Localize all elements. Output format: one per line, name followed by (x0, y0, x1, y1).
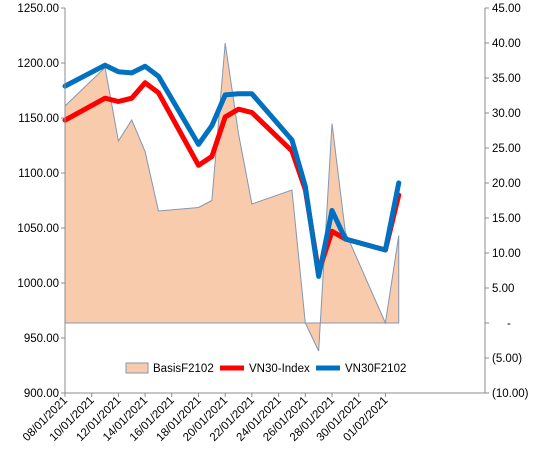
left-tick-label: 900.00 (24, 388, 59, 400)
left-tick-label: 1100.00 (18, 168, 59, 180)
right-tick-label: 30.00 (492, 108, 521, 120)
line-series-layer (62, 62, 402, 279)
axes-layer (64, 8, 486, 394)
right-tick-label: 40.00 (492, 38, 521, 50)
left-tick-label: 1200.00 (17, 58, 59, 70)
legend-label: VN30F2102 (345, 363, 406, 375)
legend: BasisF2102 VN30-Index VN30F2102 (125, 362, 406, 375)
right-tick-label: 45.00 (492, 3, 521, 15)
right-tick-label: 10.00 (492, 248, 521, 260)
right-tick-label: 35.00 (492, 73, 521, 85)
left-tick-label: 950.00 (24, 333, 59, 345)
right-tick-label: 25.00 (492, 143, 521, 155)
right-tick-label: (5.00) (492, 353, 522, 365)
left-tick-label: 1050.00 (17, 223, 59, 235)
series-line-vn30f2102 (62, 62, 402, 279)
right-tick-label: 20.00 (492, 178, 521, 190)
left-tick-label: 1000.00 (17, 278, 59, 290)
series-line-vn30-index (62, 80, 402, 275)
basis-area-layer (64, 42, 400, 352)
series-area-basisf2102 (64, 42, 400, 352)
left-tick-label: 1250.00 (17, 3, 59, 15)
left-tick-label: 1150.00 (18, 113, 59, 125)
right-tick-label: - (507, 318, 511, 330)
legend-label: VN30-Index (249, 363, 310, 375)
legend-swatch-basis (125, 362, 149, 374)
left-axis-tick-labels: 900.00 950.00 1000.00 1050.00 1100.00 1150.00… (17, 3, 65, 400)
right-tick-label: 15.00 (492, 213, 521, 225)
right-tick-label: 5.00 (492, 283, 514, 295)
legend-label: BasisF2102 (153, 363, 214, 375)
right-tick-label: (10.00) (492, 388, 529, 400)
right-axis-tick-labels: (10.00) (5.00) - 5.00 10.00 15.00 20.00 25.00 30… (485, 3, 529, 400)
